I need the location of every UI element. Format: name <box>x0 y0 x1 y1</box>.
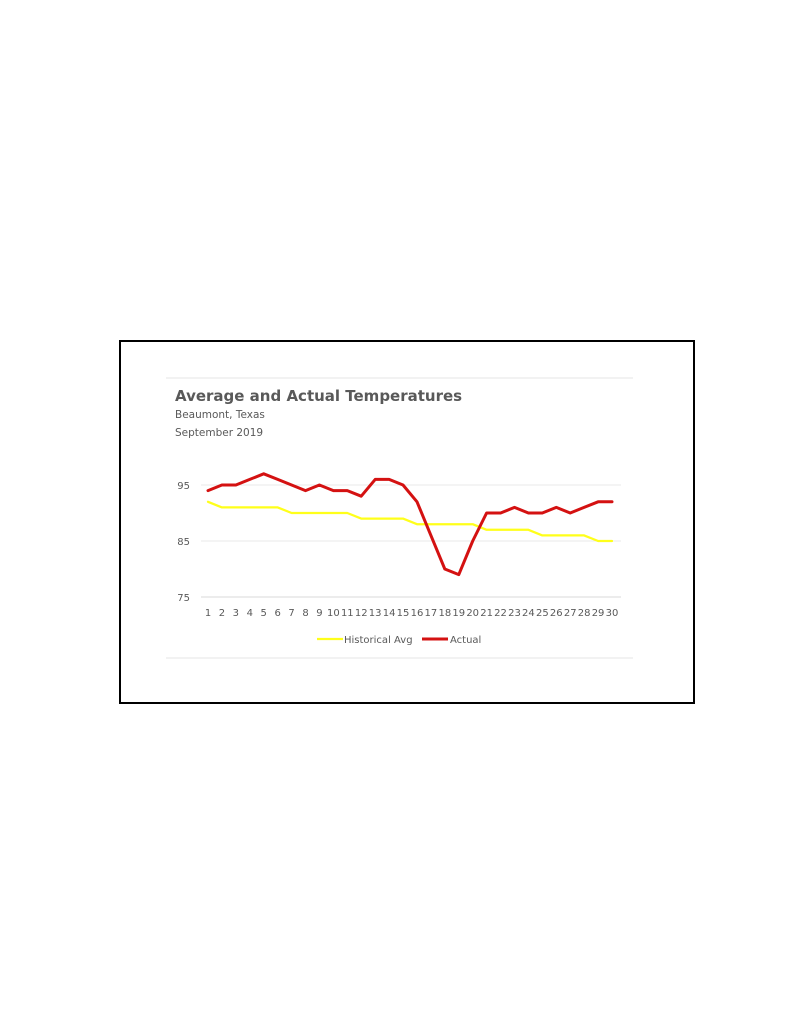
chart-subtitle-location: Beaumont, Texas <box>175 409 265 421</box>
x-tick-label: 29 <box>592 608 605 619</box>
x-tick-label: 13 <box>369 608 382 619</box>
x-tick-label: 23 <box>508 608 521 619</box>
x-tick-label: 16 <box>411 608 424 619</box>
y-tick-label: 85 <box>177 537 190 548</box>
x-tick-label: 18 <box>438 608 451 619</box>
x-tick-label: 30 <box>606 608 619 619</box>
series-line-historical-avg <box>206 500 614 543</box>
legend-label: Historical Avg <box>344 635 413 646</box>
x-tick-label: 9 <box>316 608 322 619</box>
x-tick-label: 5 <box>261 608 267 619</box>
gridlines <box>201 484 621 598</box>
x-tick-label: 24 <box>522 608 535 619</box>
series-line-actual <box>206 472 614 577</box>
x-tick-label: 2 <box>219 608 225 619</box>
chart-subtitle-date: September 2019 <box>175 427 263 439</box>
y-tick-label: 95 <box>177 481 190 492</box>
x-tick-label: 17 <box>425 608 438 619</box>
x-tick-label: 12 <box>355 608 368 619</box>
x-tick-label: 7 <box>288 608 294 619</box>
x-tick-label: 28 <box>578 608 591 619</box>
x-tick-label: 4 <box>247 608 253 619</box>
x-tick-label: 21 <box>480 608 493 619</box>
x-tick-label: 27 <box>564 608 577 619</box>
y-tick-label: 75 <box>177 593 190 604</box>
x-tick-label: 26 <box>550 608 563 619</box>
chart-title: Average and Actual Temperatures <box>175 387 462 405</box>
x-tick-label: 25 <box>536 608 549 619</box>
x-tick-label: 20 <box>466 608 479 619</box>
legend: Historical Avg Actual <box>317 635 481 646</box>
chart-frame: Average and Actual Temperatures Beaumont… <box>119 340 695 704</box>
legend-label: Actual <box>450 635 481 646</box>
x-tick-label: 8 <box>302 608 308 619</box>
x-tick-label: 10 <box>327 608 340 619</box>
x-tick-label: 6 <box>274 608 280 619</box>
x-tick-label: 15 <box>397 608 410 619</box>
x-tick-label: 19 <box>452 608 465 619</box>
x-tick-label: 3 <box>233 608 239 619</box>
series-lines <box>206 472 614 577</box>
x-tick-label: 11 <box>341 608 354 619</box>
x-axis-ticks: 1 2 3 4 5 6 7 8 9 10 11 12 13 14 15 16 17 18 19 20 21 22 23 24 2… <box>205 608 619 619</box>
x-tick-label: 22 <box>494 608 507 619</box>
y-axis-ticks: 75 85 95 <box>177 481 190 604</box>
x-tick-label: 1 <box>205 608 211 619</box>
line-chart: Average and Actual Temperatures Beaumont… <box>166 377 633 659</box>
x-tick-label: 14 <box>383 608 396 619</box>
